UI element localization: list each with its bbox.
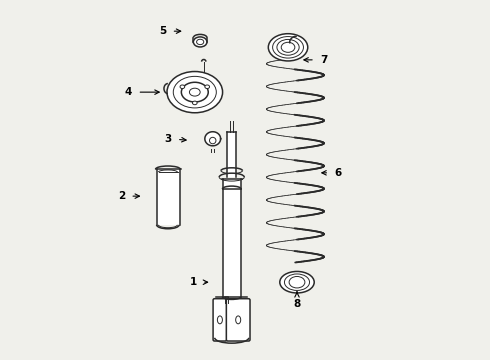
Text: 5: 5 [159,26,166,36]
Ellipse shape [272,37,303,58]
Ellipse shape [280,271,314,293]
FancyBboxPatch shape [213,299,227,341]
Text: 8: 8 [294,299,301,309]
Ellipse shape [205,85,210,89]
Ellipse shape [173,76,216,108]
Ellipse shape [281,42,295,52]
Text: 2: 2 [118,191,125,201]
Ellipse shape [193,101,197,105]
Ellipse shape [277,40,299,55]
Ellipse shape [167,72,222,113]
Text: 1: 1 [189,277,196,287]
Ellipse shape [194,37,207,47]
Text: 6: 6 [335,168,342,178]
Ellipse shape [218,316,222,324]
Ellipse shape [196,39,204,45]
Ellipse shape [210,137,216,144]
Bar [227,132,236,177]
Ellipse shape [180,85,185,89]
Text: 4: 4 [125,87,132,97]
Polygon shape [205,132,220,146]
Bar [223,179,241,189]
Ellipse shape [285,274,310,291]
Bar [157,169,180,225]
FancyBboxPatch shape [226,299,250,341]
Text: 3: 3 [164,134,171,144]
Ellipse shape [236,316,241,324]
Ellipse shape [289,276,305,288]
Ellipse shape [181,82,208,102]
Ellipse shape [190,88,200,96]
Text: 7: 7 [320,55,328,65]
Bar [223,189,242,297]
Ellipse shape [269,34,308,61]
